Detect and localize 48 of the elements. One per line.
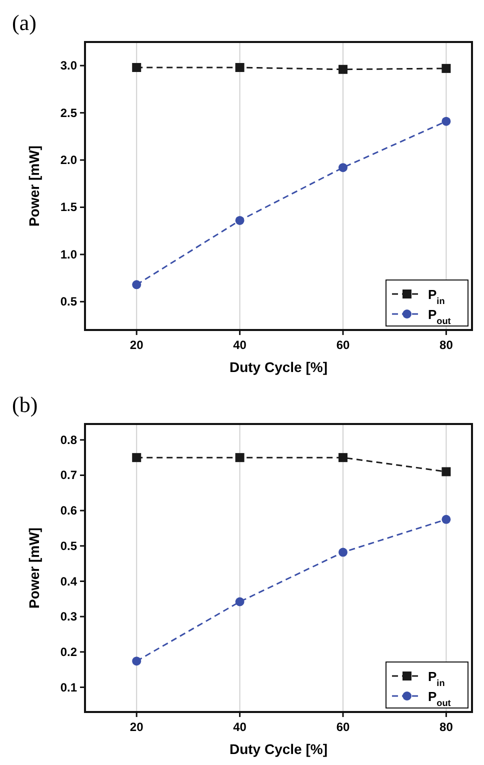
y-tick-label: 0.2 <box>60 644 78 659</box>
x-tick-label: 60 <box>336 720 350 734</box>
x-tick-label: 40 <box>233 720 247 734</box>
y-axis-title: Power [mW] <box>26 146 42 226</box>
x-tick-label: 80 <box>440 338 454 352</box>
y-tick-label: 0.8 <box>60 432 78 447</box>
point <box>338 64 348 74</box>
x-tick-label: 60 <box>336 338 350 352</box>
y-tick-label: 0.1 <box>60 680 78 694</box>
y-tick-label: 0.4 <box>60 574 78 588</box>
point <box>442 514 451 524</box>
y-tick-label: 1.0 <box>60 247 78 262</box>
x-axis-title: Duty Cycle [%] <box>229 359 328 375</box>
y-tick-label: 2.0 <box>60 153 78 168</box>
point <box>235 216 244 225</box>
point <box>132 62 142 72</box>
y-tick-label: 0.5 <box>60 538 78 553</box>
y-tick-label: 0.3 <box>60 610 78 624</box>
legend-label: P$_{in}$ <box>428 287 445 306</box>
point <box>235 597 244 606</box>
x-axis-title: Duty Cycle [%] <box>229 741 328 757</box>
point <box>442 116 451 126</box>
legend-label: P$_{out}$ <box>428 307 451 326</box>
legend-label: P$_{out}$ <box>428 689 451 708</box>
x-tick-label: 80 <box>440 720 454 734</box>
y-tick-label: 2.5 <box>60 106 78 120</box>
x-tick-label: 40 <box>233 338 247 352</box>
chart-title: (b) <box>12 392 38 417</box>
x-tick-label: 20 <box>130 720 144 734</box>
point <box>132 280 142 290</box>
y-axis-title: Power [mW] <box>26 528 42 608</box>
y-tick-label: 3.0 <box>60 58 78 73</box>
y-tick-label: 0.5 <box>60 294 78 309</box>
point <box>442 467 451 476</box>
x-tick-label: 20 <box>130 338 144 352</box>
point <box>132 656 142 666</box>
y-tick-label: 1.5 <box>60 200 78 214</box>
point <box>235 62 244 72</box>
point <box>338 453 348 462</box>
point <box>132 453 142 462</box>
point <box>235 453 244 462</box>
y-tick-label: 0.6 <box>60 504 78 518</box>
point <box>338 548 348 557</box>
y-tick-label: 0.7 <box>60 468 78 482</box>
point <box>442 64 451 73</box>
legend-label: P$_{in}$ <box>428 669 445 688</box>
chart-title: (a) <box>12 10 36 35</box>
point <box>338 163 348 172</box>
